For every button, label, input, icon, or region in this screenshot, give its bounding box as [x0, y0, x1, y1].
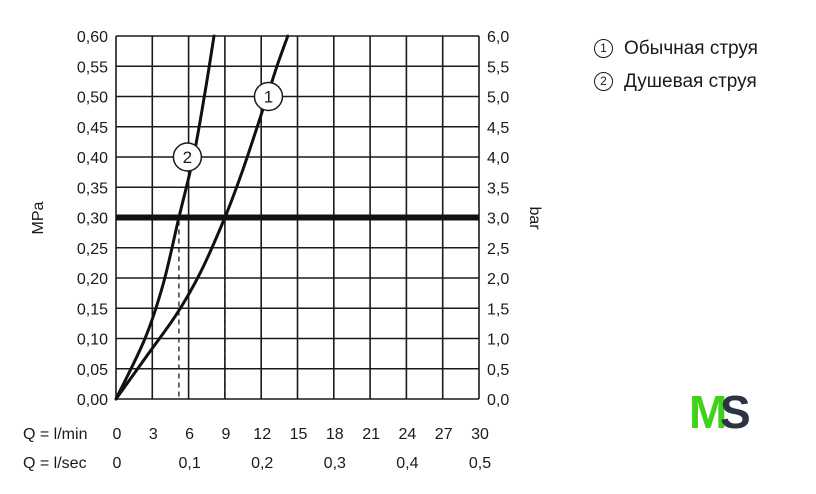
x-tick-lsec-3: 0,3 [324, 455, 346, 472]
x-tick-lmin-4: 12 [253, 426, 271, 443]
x-tick-lmin-10: 30 [471, 426, 489, 443]
x-tick-lsec-0: 0 [113, 455, 122, 472]
x-axis-label-lmin: Q = l/min [23, 426, 87, 443]
logo-letter-s: S [720, 386, 751, 438]
x-tick-lmin-1: 3 [149, 426, 158, 443]
y-tick-left-11: 0,55 [77, 59, 108, 76]
series-group: 12 [114, 34, 290, 401]
legend-item-2: 2 Душевая струя [594, 65, 758, 98]
y-tick-left-0: 0,00 [77, 392, 108, 409]
y-tick-right-9: 4,5 [487, 120, 509, 137]
y-tick-right-1: 0,5 [487, 362, 509, 379]
series-2-line [114, 34, 216, 401]
x-tick-lmin-3: 9 [221, 426, 230, 443]
y-axis-label-left: MPa [30, 201, 47, 234]
tick-labels-group: 0,000,050,100,150,200,250,300,350,400,45… [77, 29, 509, 472]
y-tick-left-1: 0,05 [77, 362, 108, 379]
legend-marker-2: 2 [594, 72, 613, 91]
x-tick-lmin-8: 24 [399, 426, 417, 443]
y-tick-right-11: 5,5 [487, 59, 509, 76]
y-tick-left-6: 0,30 [77, 211, 108, 228]
y-tick-right-6: 3,0 [487, 211, 509, 228]
y-tick-left-2: 0,10 [77, 332, 108, 349]
y-tick-right-5: 2,5 [487, 241, 509, 258]
legend-label-2: Душевая струя [624, 71, 757, 92]
x-tick-lsec-5: 0,5 [469, 455, 491, 472]
x-tick-lsec-2: 0,2 [251, 455, 273, 472]
legend-label-1: Обычная струя [624, 38, 758, 59]
series-2-marker-circle [172, 142, 203, 172]
y-tick-left-4: 0,20 [77, 271, 108, 288]
series-1-line [114, 34, 290, 401]
x-tick-lmin-7: 21 [362, 426, 380, 443]
x-tick-lmin-6: 18 [326, 426, 344, 443]
y-tick-right-4: 2,0 [487, 271, 509, 288]
y-axis-label-right: bar [526, 206, 543, 230]
x-tick-lsec-4: 0,4 [396, 455, 418, 472]
legend: 1 Обычная струя 2 Душевая струя [594, 32, 758, 98]
logo-letter-m: M [689, 386, 727, 438]
y-tick-right-2: 1,0 [487, 332, 509, 349]
x-tick-lmin-9: 27 [435, 426, 453, 443]
legend-marker-1: 1 [594, 39, 613, 58]
x-axis-label-lsec: Q = l/sec [23, 455, 87, 472]
y-tick-left-3: 0,15 [77, 301, 108, 318]
y-tick-right-7: 3,5 [487, 180, 509, 197]
y-tick-right-3: 1,5 [487, 301, 509, 318]
y-tick-right-12: 6,0 [487, 29, 509, 46]
y-tick-left-9: 0,45 [77, 120, 108, 137]
x-tick-lsec-1: 0,1 [178, 455, 200, 472]
series-2-marker-label: 2 [183, 148, 192, 167]
y-tick-left-5: 0,25 [77, 241, 108, 258]
y-tick-left-7: 0,35 [77, 180, 108, 197]
legend-item-1: 1 Обычная струя [594, 32, 758, 65]
ms-logo: M S [689, 386, 769, 438]
x-tick-lmin-0: 0 [113, 426, 122, 443]
series-1-marker-label: 1 [264, 88, 273, 107]
series-1-marker-circle [253, 81, 284, 112]
x-tick-lmin-5: 15 [290, 426, 308, 443]
x-tick-lmin-2: 6 [185, 426, 194, 443]
y-tick-left-12: 0,60 [77, 29, 108, 46]
y-tick-left-10: 0,50 [77, 90, 108, 107]
y-tick-left-8: 0,40 [77, 150, 108, 167]
y-tick-right-0: 0,0 [487, 392, 509, 409]
y-tick-right-8: 4,0 [487, 150, 509, 167]
y-tick-right-10: 5,0 [487, 90, 509, 107]
